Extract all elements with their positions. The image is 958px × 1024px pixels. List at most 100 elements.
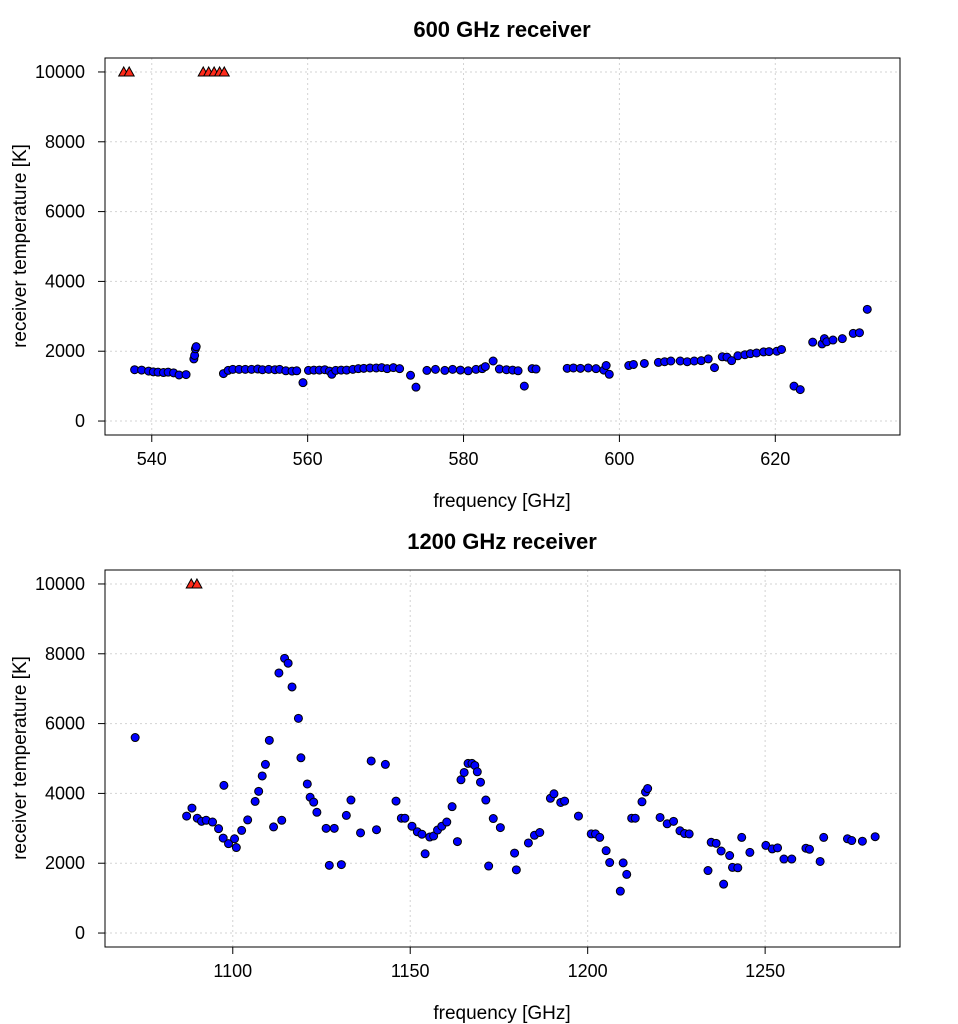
data-point — [795, 385, 805, 395]
data-point — [287, 682, 297, 692]
grid — [105, 58, 900, 435]
data-point — [442, 817, 452, 827]
data-point — [669, 816, 679, 826]
data-point — [535, 828, 545, 838]
data-point — [583, 363, 593, 373]
data-point — [480, 362, 490, 372]
data-point — [448, 364, 458, 374]
data-point — [549, 789, 559, 799]
data-point — [475, 777, 485, 787]
data-point — [456, 775, 466, 785]
data-point — [417, 829, 427, 839]
data-point — [296, 753, 306, 763]
data-point — [513, 366, 523, 376]
data-point — [684, 829, 694, 839]
data-point — [716, 846, 726, 856]
data-point — [595, 832, 605, 842]
data-point — [733, 863, 743, 873]
data-point — [804, 844, 814, 854]
data-point — [737, 832, 747, 842]
data-point — [639, 358, 649, 368]
data-point — [643, 784, 653, 794]
data-point — [601, 846, 611, 856]
data-point — [455, 365, 465, 375]
chart-title: 600 GHz receiver — [413, 17, 591, 42]
data-point — [346, 795, 356, 805]
data-point — [495, 823, 505, 833]
plot-frame — [104, 57, 901, 436]
data-point — [488, 814, 498, 824]
data-point — [395, 364, 405, 374]
data-point — [341, 810, 351, 820]
data-point — [819, 832, 829, 842]
data-point — [519, 381, 529, 391]
data-point — [703, 866, 713, 876]
data-point — [459, 767, 469, 777]
data-point — [191, 342, 201, 352]
y-tick-label: 10000 — [35, 62, 85, 82]
data-point — [764, 347, 774, 357]
data-point — [870, 832, 880, 842]
x-axis-label: frequency [GHz] — [433, 1003, 570, 1024]
data-points — [130, 577, 880, 896]
y-tick-label: 2000 — [45, 853, 85, 873]
data-point — [725, 851, 735, 861]
data-point — [420, 849, 430, 859]
data-point — [531, 364, 541, 374]
x-axis-label: frequency [GHz] — [433, 491, 570, 512]
data-point — [302, 779, 312, 789]
data-point — [182, 811, 192, 821]
y-axis-label: receiver temperature [K] — [10, 656, 31, 860]
data-point — [277, 815, 287, 825]
data-point — [406, 370, 416, 380]
data-point — [472, 767, 482, 777]
data-point — [321, 823, 331, 833]
data-point — [283, 658, 293, 668]
data-point — [264, 735, 274, 745]
data-point — [727, 356, 737, 366]
saturated-point-marker — [218, 65, 231, 77]
y-tick-label: 2000 — [45, 341, 85, 361]
y-tick-label: 6000 — [45, 714, 85, 734]
data-point — [463, 366, 473, 376]
x-tick-label: 600 — [604, 449, 634, 469]
x-tick-label: 1100 — [213, 961, 252, 981]
data-point — [622, 869, 632, 879]
data-point — [605, 858, 615, 868]
data-point — [779, 854, 789, 864]
data-point — [447, 802, 457, 812]
data-point — [219, 780, 229, 790]
data-point — [628, 359, 638, 369]
data-point — [828, 335, 838, 345]
y-axis: 0 2000 4000 6000 8000 10000 — [35, 574, 105, 943]
data-point — [243, 815, 253, 825]
data-point — [230, 834, 240, 844]
data-point — [366, 756, 376, 766]
data-point — [847, 836, 857, 846]
data-point — [254, 786, 264, 796]
data-point — [703, 354, 713, 364]
y-axis-label: receiver temperature [K] — [10, 144, 31, 348]
data-point — [560, 796, 570, 806]
x-tick-label: 620 — [760, 449, 790, 469]
data-point — [293, 713, 303, 723]
data-point — [130, 733, 140, 743]
data-point — [854, 328, 864, 338]
y-tick-label: 0 — [75, 923, 85, 943]
data-point — [862, 304, 872, 314]
y-tick-label: 8000 — [45, 132, 85, 152]
x-tick-label: 1150 — [391, 961, 430, 981]
data-point — [274, 668, 284, 678]
y-tick-label: 4000 — [45, 783, 85, 803]
data-point — [510, 848, 520, 858]
y-axis: 0 2000 4000 6000 8000 10000 — [35, 62, 105, 431]
saturated-point-marker — [123, 65, 136, 77]
data-point — [618, 858, 628, 868]
data-point — [356, 828, 366, 838]
data-point — [630, 813, 640, 823]
data-point — [208, 817, 218, 827]
data-point — [719, 879, 729, 889]
data-point — [250, 796, 260, 806]
data-point — [481, 795, 491, 805]
